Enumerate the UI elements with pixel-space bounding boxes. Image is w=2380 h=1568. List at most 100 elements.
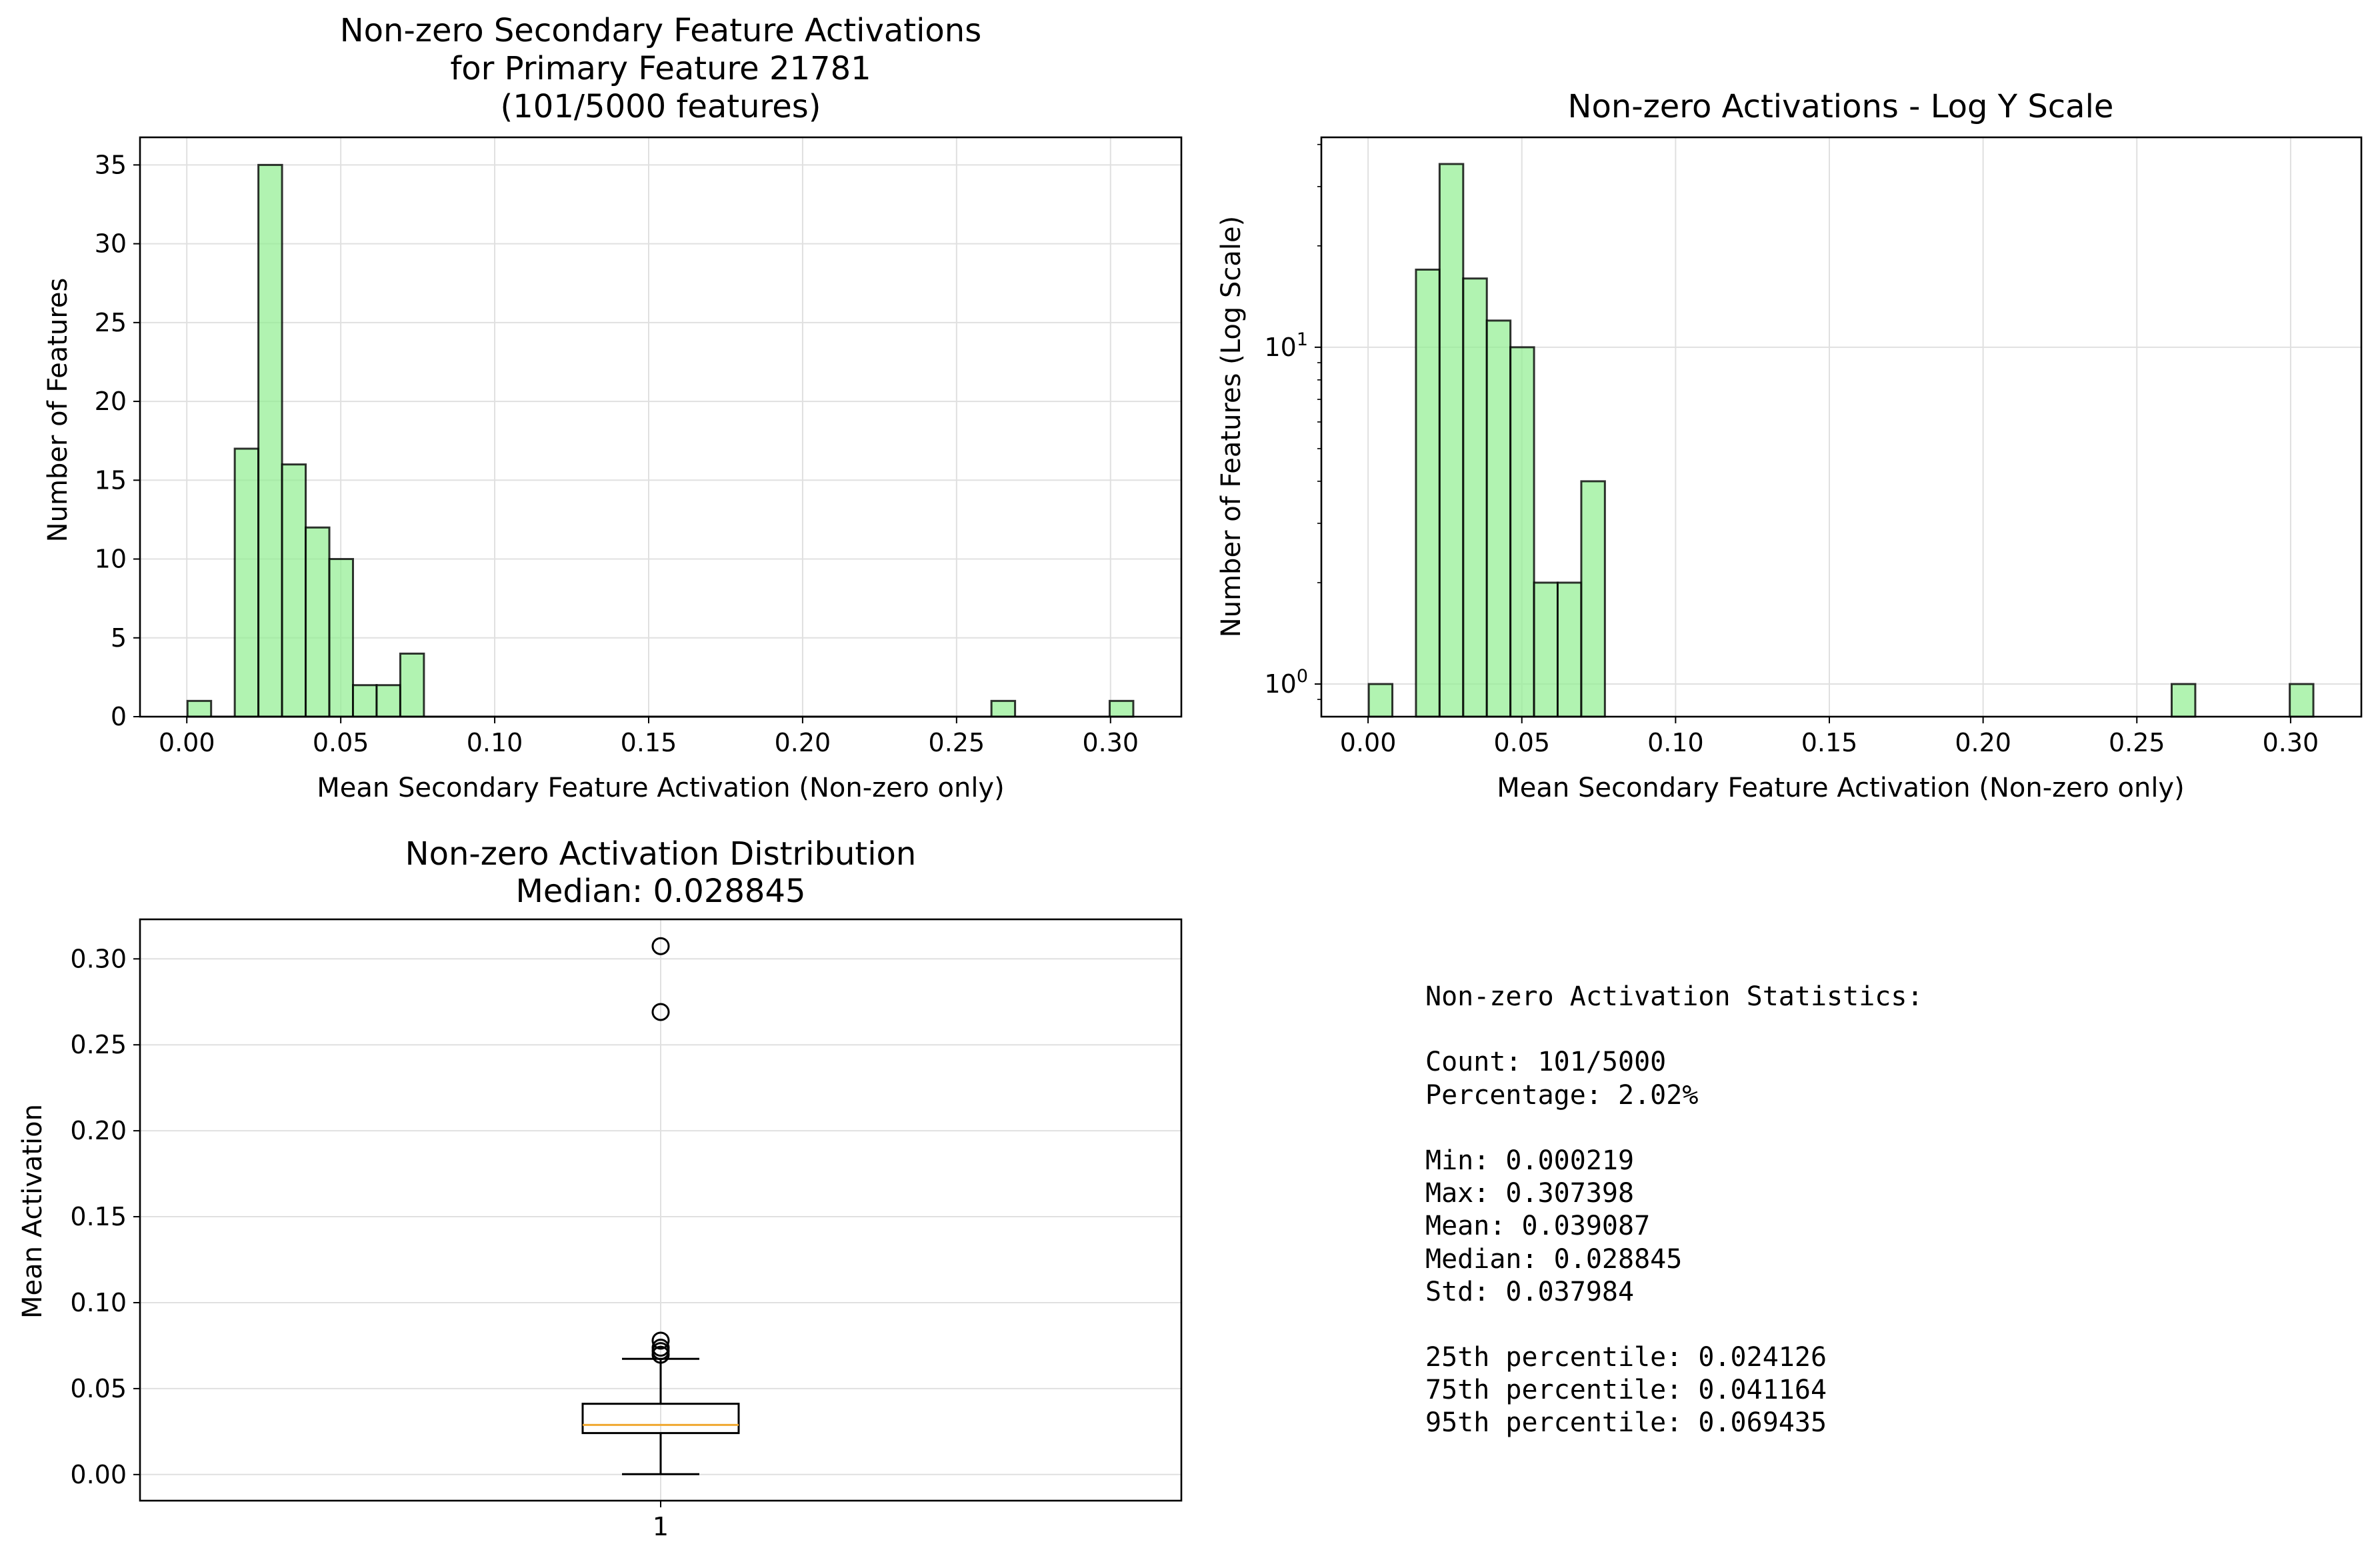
panel2-bar bbox=[1438, 163, 1465, 718]
panel1-grid bbox=[140, 137, 1181, 717]
panel2-x-tick-label: 0.30 bbox=[2263, 728, 2319, 757]
panel1-y-tick-label: 0 bbox=[111, 702, 127, 731]
panel2-x-tick-label: 0.15 bbox=[1801, 728, 1858, 757]
panel2-bar bbox=[1415, 268, 1441, 718]
panel2-frame bbox=[1320, 136, 2363, 718]
boxplot-panel: Non-zero Activation Distribution Median:… bbox=[17, 835, 1183, 1541]
panel3-y-tick-label: 0.15 bbox=[70, 1202, 127, 1231]
panel1-bars bbox=[186, 163, 1135, 718]
panel1-x-tick-label: 0.25 bbox=[929, 728, 985, 757]
panel2-bar bbox=[1580, 480, 1606, 718]
panel2-bar bbox=[1367, 683, 1394, 718]
panel2-y-tick-exponent: 0 bbox=[1297, 666, 1308, 687]
panel3-outlier-point bbox=[651, 1003, 670, 1021]
stats-line: Percentage: 2.02% bbox=[1425, 1079, 1699, 1111]
stats-line: Std: 0.037984 bbox=[1425, 1276, 1635, 1307]
panel1-xlabel: Mean Secondary Feature Activation (Non-z… bbox=[317, 773, 1004, 803]
panel3-title-line1: Non-zero Activation Distribution bbox=[405, 835, 917, 873]
stats-line: 75th percentile: 0.041164 bbox=[1425, 1375, 1827, 1406]
panel1-bar bbox=[186, 699, 213, 718]
panel1-bar bbox=[233, 447, 260, 718]
statistics-text-panel: Non-zero Activation Statistics: Count: 10… bbox=[1425, 981, 1923, 1440]
panel1-bar bbox=[328, 558, 354, 718]
panel1-x-tick-label: 0.30 bbox=[1082, 728, 1139, 757]
panel1-bar bbox=[399, 652, 425, 718]
panel2-ylabel: Number of Features (Log Scale) bbox=[1216, 216, 1247, 637]
stats-line: Non-zero Activation Statistics: bbox=[1425, 981, 1923, 1012]
panel1-y-tick-label: 25 bbox=[95, 308, 127, 337]
panel3-y-tick-label: 0.30 bbox=[70, 944, 127, 973]
panel2-y-tick-base: 10 bbox=[1264, 669, 1296, 699]
panel3-y-tick-label: 0.00 bbox=[70, 1460, 127, 1489]
histogram-log-panel: Non-zero Activations - Log Y Scale Mean … bbox=[1216, 88, 2363, 803]
panel2-bar bbox=[2171, 683, 2197, 718]
stats-blank-line bbox=[1425, 1013, 1923, 1046]
panel3-title-line2: Median: 0.028845 bbox=[515, 873, 805, 910]
panel1-title-line3: (101/5000 features) bbox=[501, 88, 821, 125]
stats-line: Min: 0.000219 bbox=[1425, 1145, 1635, 1176]
panel1-x-tick-label: 0.05 bbox=[313, 728, 369, 757]
panel1-bar bbox=[990, 699, 1017, 718]
panel2-bars bbox=[1367, 163, 2315, 718]
panel3-x-tick-label: 1 bbox=[653, 1512, 669, 1541]
panel3-y-tick-label: 0.20 bbox=[70, 1116, 127, 1145]
stats-line: Count: 101/5000 bbox=[1425, 1047, 1667, 1078]
panel3-frame bbox=[139, 918, 1183, 1502]
stats-line: Mean: 0.039087 bbox=[1425, 1211, 1651, 1242]
panel3-y-tick-label: 0.10 bbox=[70, 1288, 127, 1317]
panel2-bar bbox=[1462, 277, 1488, 718]
panel3-ylabel: Mean Activation bbox=[17, 1104, 48, 1319]
panel2-x-tick-label: 0.10 bbox=[1647, 728, 1704, 757]
panel2-x-tick-label: 0.25 bbox=[2109, 728, 2165, 757]
panel1-y-tick-label: 5 bbox=[111, 623, 127, 653]
panel2-xlabel: Mean Secondary Feature Activation (Non-z… bbox=[1497, 773, 2184, 803]
panel1-x-tick-label: 0.15 bbox=[621, 728, 677, 757]
panel1-y-tick-label: 30 bbox=[95, 229, 127, 259]
stats-line: Max: 0.307398 bbox=[1425, 1178, 1635, 1209]
stats-blank-line bbox=[1425, 1309, 1923, 1341]
panel2-bar bbox=[1509, 346, 1535, 718]
panel1-frame bbox=[139, 136, 1183, 718]
stats-line: 95th percentile: 0.069435 bbox=[1425, 1407, 1827, 1439]
panel1-x-tick-label: 0.00 bbox=[159, 728, 215, 757]
panel3-y-tick-label: 0.25 bbox=[70, 1030, 127, 1059]
panel1-y-ticks: 0 5 10 15 20 25 30 35 bbox=[95, 150, 140, 731]
panel2-x-tick-label: 0.05 bbox=[1493, 728, 1550, 757]
panel3-y-tick-label: 0.05 bbox=[70, 1374, 127, 1403]
panel1-bar bbox=[257, 163, 283, 718]
panel2-x-tick-label: 0.00 bbox=[1340, 728, 1397, 757]
panel3-box bbox=[581, 937, 740, 1475]
panel1-y-tick-label: 15 bbox=[95, 465, 127, 495]
panel1-bar bbox=[351, 684, 378, 718]
stats-line: Median: 0.028845 bbox=[1425, 1243, 1683, 1275]
panel1-x-tick-label: 0.20 bbox=[775, 728, 831, 757]
panel2-y-tick-label: 100 bbox=[1264, 666, 1308, 699]
panel2-bar bbox=[1557, 581, 1583, 718]
panel1-y-tick-label: 20 bbox=[95, 387, 127, 416]
panel3-iqr-box bbox=[581, 1403, 740, 1435]
stats-line: 25th percentile: 0.024126 bbox=[1425, 1342, 1827, 1373]
panel2-bar bbox=[2289, 683, 2315, 718]
panel1-bar bbox=[281, 463, 307, 718]
panel3-x-ticks: 1 bbox=[653, 1501, 669, 1541]
panel3-outlier-point bbox=[651, 1331, 670, 1350]
panel2-x-ticks: 0.00 0.05 0.10 0.15 0.20 0.25 0.30 bbox=[1340, 717, 2319, 757]
panel1-title-line2: for Primary Feature 21781 bbox=[450, 50, 871, 87]
panel2-bar bbox=[1533, 581, 1559, 718]
panel1-x-tick-label: 0.10 bbox=[467, 728, 523, 757]
panel1-ylabel: Number of Features bbox=[43, 278, 73, 543]
histogram-linear-panel: Non-zero Secondary Feature Activations f… bbox=[43, 12, 1183, 803]
panel1-y-tick-label: 35 bbox=[95, 150, 127, 179]
panel3-outlier-point bbox=[651, 1345, 670, 1364]
panel2-x-tick-label: 0.20 bbox=[1955, 728, 2011, 757]
panel3-grid bbox=[140, 919, 1181, 1501]
panel1-x-ticks: 0.00 0.05 0.10 0.15 0.20 0.25 0.30 bbox=[159, 717, 1139, 757]
panel1-bar bbox=[305, 526, 331, 718]
panel3-y-ticks: 0.00 0.05 0.10 0.15 0.20 0.25 0.30 bbox=[70, 944, 140, 1489]
stats-blank-line bbox=[1425, 1112, 1923, 1145]
panel2-bar bbox=[1485, 319, 1512, 718]
panel1-title-line1: Non-zero Secondary Feature Activations bbox=[340, 12, 981, 49]
panel3-outlier-point bbox=[651, 937, 670, 955]
panel1-bar bbox=[375, 684, 401, 718]
